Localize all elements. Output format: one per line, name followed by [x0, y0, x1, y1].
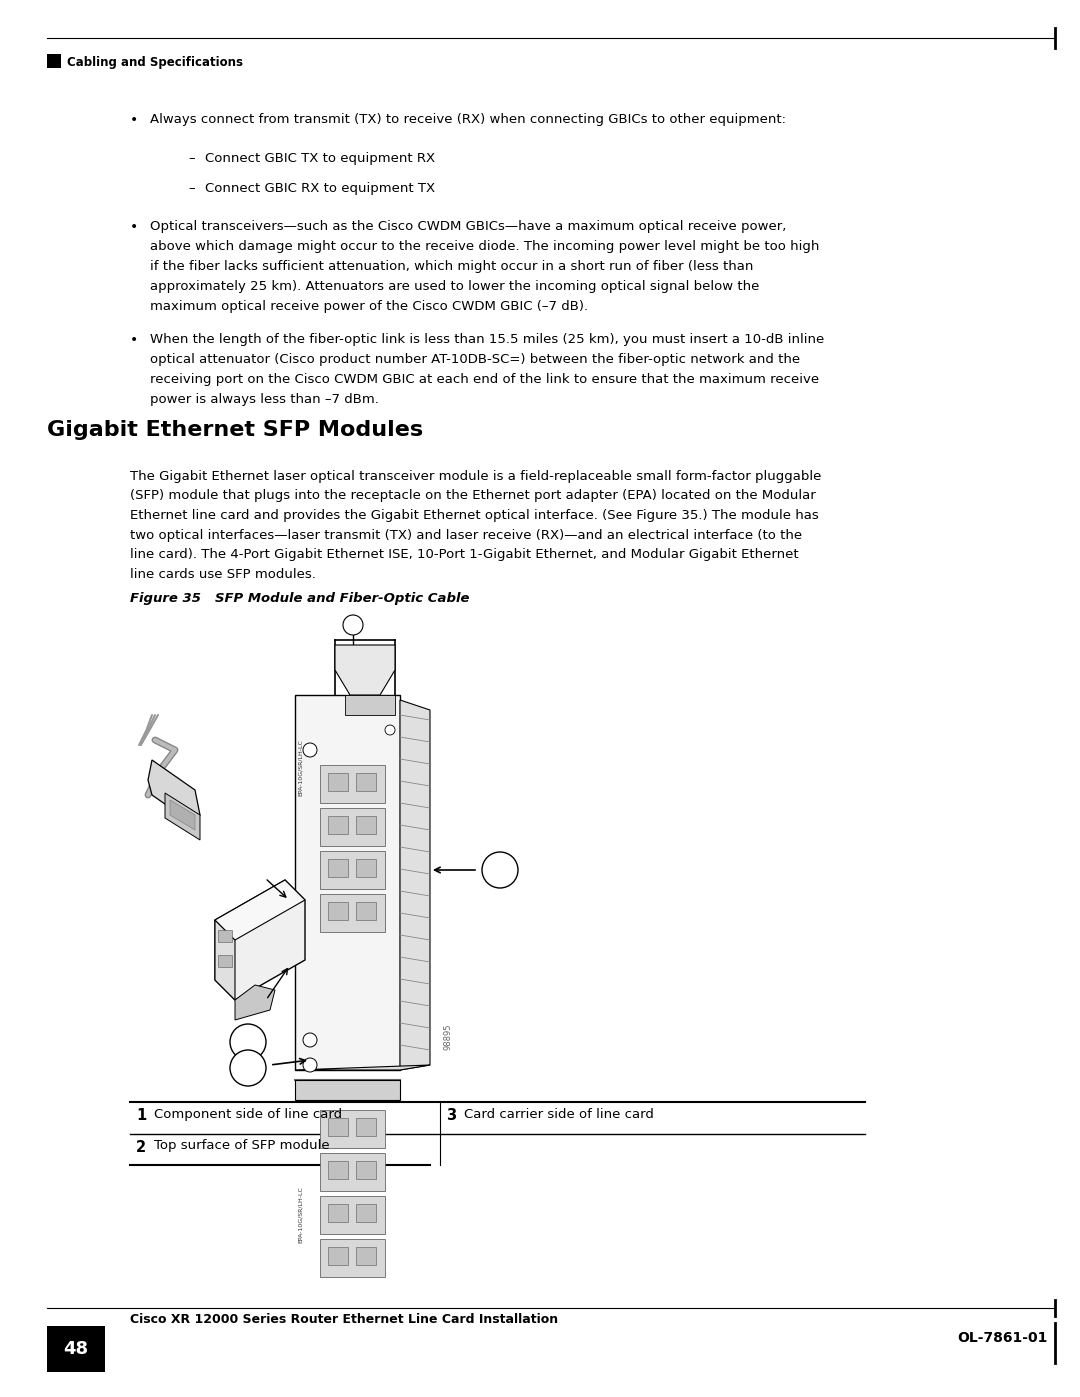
Polygon shape [295, 694, 400, 1070]
Bar [356, 1248, 376, 1266]
Bar [356, 1204, 376, 1222]
Text: •: • [130, 219, 138, 235]
Text: Connect GBIC RX to equipment TX: Connect GBIC RX to equipment TX [205, 182, 435, 196]
Polygon shape [215, 921, 235, 1000]
Bar [356, 1161, 376, 1179]
Bar [356, 816, 376, 834]
Polygon shape [148, 760, 200, 826]
Text: Gigabit Ethernet SFP Modules: Gigabit Ethernet SFP Modules [48, 420, 423, 440]
Text: 1: 1 [496, 863, 504, 877]
Circle shape [230, 1024, 266, 1060]
Text: maximum optical receive power of the Cisco CWDM GBIC (–7 dB).: maximum optical receive power of the Cis… [150, 300, 589, 313]
Circle shape [230, 1051, 266, 1085]
Text: Cabling and Specifications: Cabling and Specifications [67, 56, 243, 68]
Polygon shape [345, 694, 395, 715]
Text: EPA-10G/SR/LH-LC: EPA-10G/SR/LH-LC [297, 1186, 302, 1243]
Text: Ethernet line card and provides the Gigabit Ethernet optical interface. (See Fig: Ethernet line card and provides the Giga… [130, 509, 819, 522]
Text: When the length of the fiber-optic link is less than 15.5 miles (25 km), you mus: When the length of the fiber-optic link … [150, 332, 824, 346]
Circle shape [303, 743, 318, 757]
Text: Connect GBIC TX to equipment RX: Connect GBIC TX to equipment RX [205, 152, 435, 165]
Text: receiving port on the Cisco CWDM GBIC at each end of the link to ensure that the: receiving port on the Cisco CWDM GBIC at… [150, 373, 819, 386]
Polygon shape [215, 880, 305, 940]
Polygon shape [215, 880, 305, 1000]
Bar [328, 902, 348, 921]
Text: 2: 2 [244, 1035, 253, 1049]
Polygon shape [320, 1196, 384, 1234]
Text: 3: 3 [446, 1108, 456, 1123]
Polygon shape [320, 766, 384, 803]
Bar [328, 1161, 348, 1179]
Bar [356, 773, 376, 791]
Circle shape [303, 1058, 318, 1071]
Bar [356, 902, 376, 921]
Bar [328, 816, 348, 834]
Polygon shape [320, 807, 384, 847]
Polygon shape [170, 800, 195, 830]
Text: Component side of line card: Component side of line card [154, 1108, 342, 1120]
Text: SFP Module and Fiber-Optic Cable: SFP Module and Fiber-Optic Cable [215, 592, 470, 605]
Bar [328, 773, 348, 791]
Text: Card carrier side of line card: Card carrier side of line card [464, 1108, 653, 1120]
Text: RX: RX [237, 958, 244, 963]
Text: •: • [130, 332, 138, 346]
Polygon shape [320, 894, 384, 932]
Polygon shape [235, 985, 275, 1020]
Circle shape [343, 615, 363, 636]
Circle shape [482, 852, 518, 888]
Polygon shape [295, 1065, 430, 1070]
Text: line cards use SFP modules.: line cards use SFP modules. [130, 567, 315, 581]
Text: 98895: 98895 [444, 1024, 453, 1051]
Bar [328, 1248, 348, 1266]
Circle shape [303, 1032, 318, 1046]
Text: (SFP) module that plugs into the receptacle on the Ethernet port adapter (EPA) l: (SFP) module that plugs into the recepta… [130, 489, 815, 503]
Text: Optical transceivers—such as the Cisco CWDM GBICs—have a maximum optical receive: Optical transceivers—such as the Cisco C… [150, 219, 786, 233]
Text: 3: 3 [244, 1060, 253, 1076]
Polygon shape [400, 700, 430, 1070]
Polygon shape [165, 793, 200, 840]
Text: approximately 25 km). Attenuators are used to lower the incoming optical signal : approximately 25 km). Attenuators are us… [150, 279, 759, 293]
Bar [218, 956, 232, 967]
Text: Cisco XR 12000 Series Router Ethernet Line Card Installation: Cisco XR 12000 Series Router Ethernet Li… [130, 1313, 558, 1326]
Text: Figure 35: Figure 35 [130, 592, 201, 605]
Bar [328, 1118, 348, 1136]
Text: •: • [130, 113, 138, 127]
Bar [328, 1204, 348, 1222]
Bar [48, 1326, 105, 1372]
Polygon shape [320, 1111, 384, 1148]
Bar [48, 54, 60, 68]
Text: two optical interfaces—laser transmit (TX) and laser receive (RX)—and an electri: two optical interfaces—laser transmit (T… [130, 528, 802, 542]
Polygon shape [320, 1153, 384, 1192]
Text: optical attenuator (Cisco product number AT-10DB-SC=) between the fiber-optic ne: optical attenuator (Cisco product number… [150, 353, 800, 366]
Text: if the fiber lacks sufficient attenuation, which might occur in a short run of f: if the fiber lacks sufficient attenuatio… [150, 260, 754, 272]
Text: Top surface of SFP module: Top surface of SFP module [154, 1140, 329, 1153]
Polygon shape [320, 851, 384, 888]
Polygon shape [295, 1080, 400, 1099]
Polygon shape [320, 1239, 384, 1277]
Text: –: – [188, 152, 194, 165]
Text: 48: 48 [64, 1340, 89, 1358]
Text: 1: 1 [136, 1108, 146, 1123]
Polygon shape [335, 645, 395, 694]
Text: line card). The 4-Port Gigabit Ethernet ISE, 10-Port 1-Gigabit Ethernet, and Mod: line card). The 4-Port Gigabit Ethernet … [130, 548, 798, 562]
Text: power is always less than –7 dBm.: power is always less than –7 dBm. [150, 393, 379, 407]
Text: –: – [188, 182, 194, 196]
Text: EPA-10G/SR/LH-LC: EPA-10G/SR/LH-LC [297, 739, 302, 796]
Bar [218, 930, 232, 942]
Bar [356, 1118, 376, 1136]
Text: Always connect from transmit (TX) to receive (RX) when connecting GBICs to other: Always connect from transmit (TX) to rec… [150, 113, 786, 126]
Text: The Gigabit Ethernet laser optical transceiver module is a field-replaceable sma: The Gigabit Ethernet laser optical trans… [130, 469, 822, 483]
Bar [356, 859, 376, 877]
Text: above which damage might occur to the receive diode. The incoming power level mi: above which damage might occur to the re… [150, 240, 820, 253]
Circle shape [384, 725, 395, 735]
Text: TX: TX [237, 949, 244, 953]
Text: 2: 2 [136, 1140, 146, 1154]
Bar [328, 859, 348, 877]
Text: OL-7861-01: OL-7861-01 [958, 1331, 1048, 1345]
